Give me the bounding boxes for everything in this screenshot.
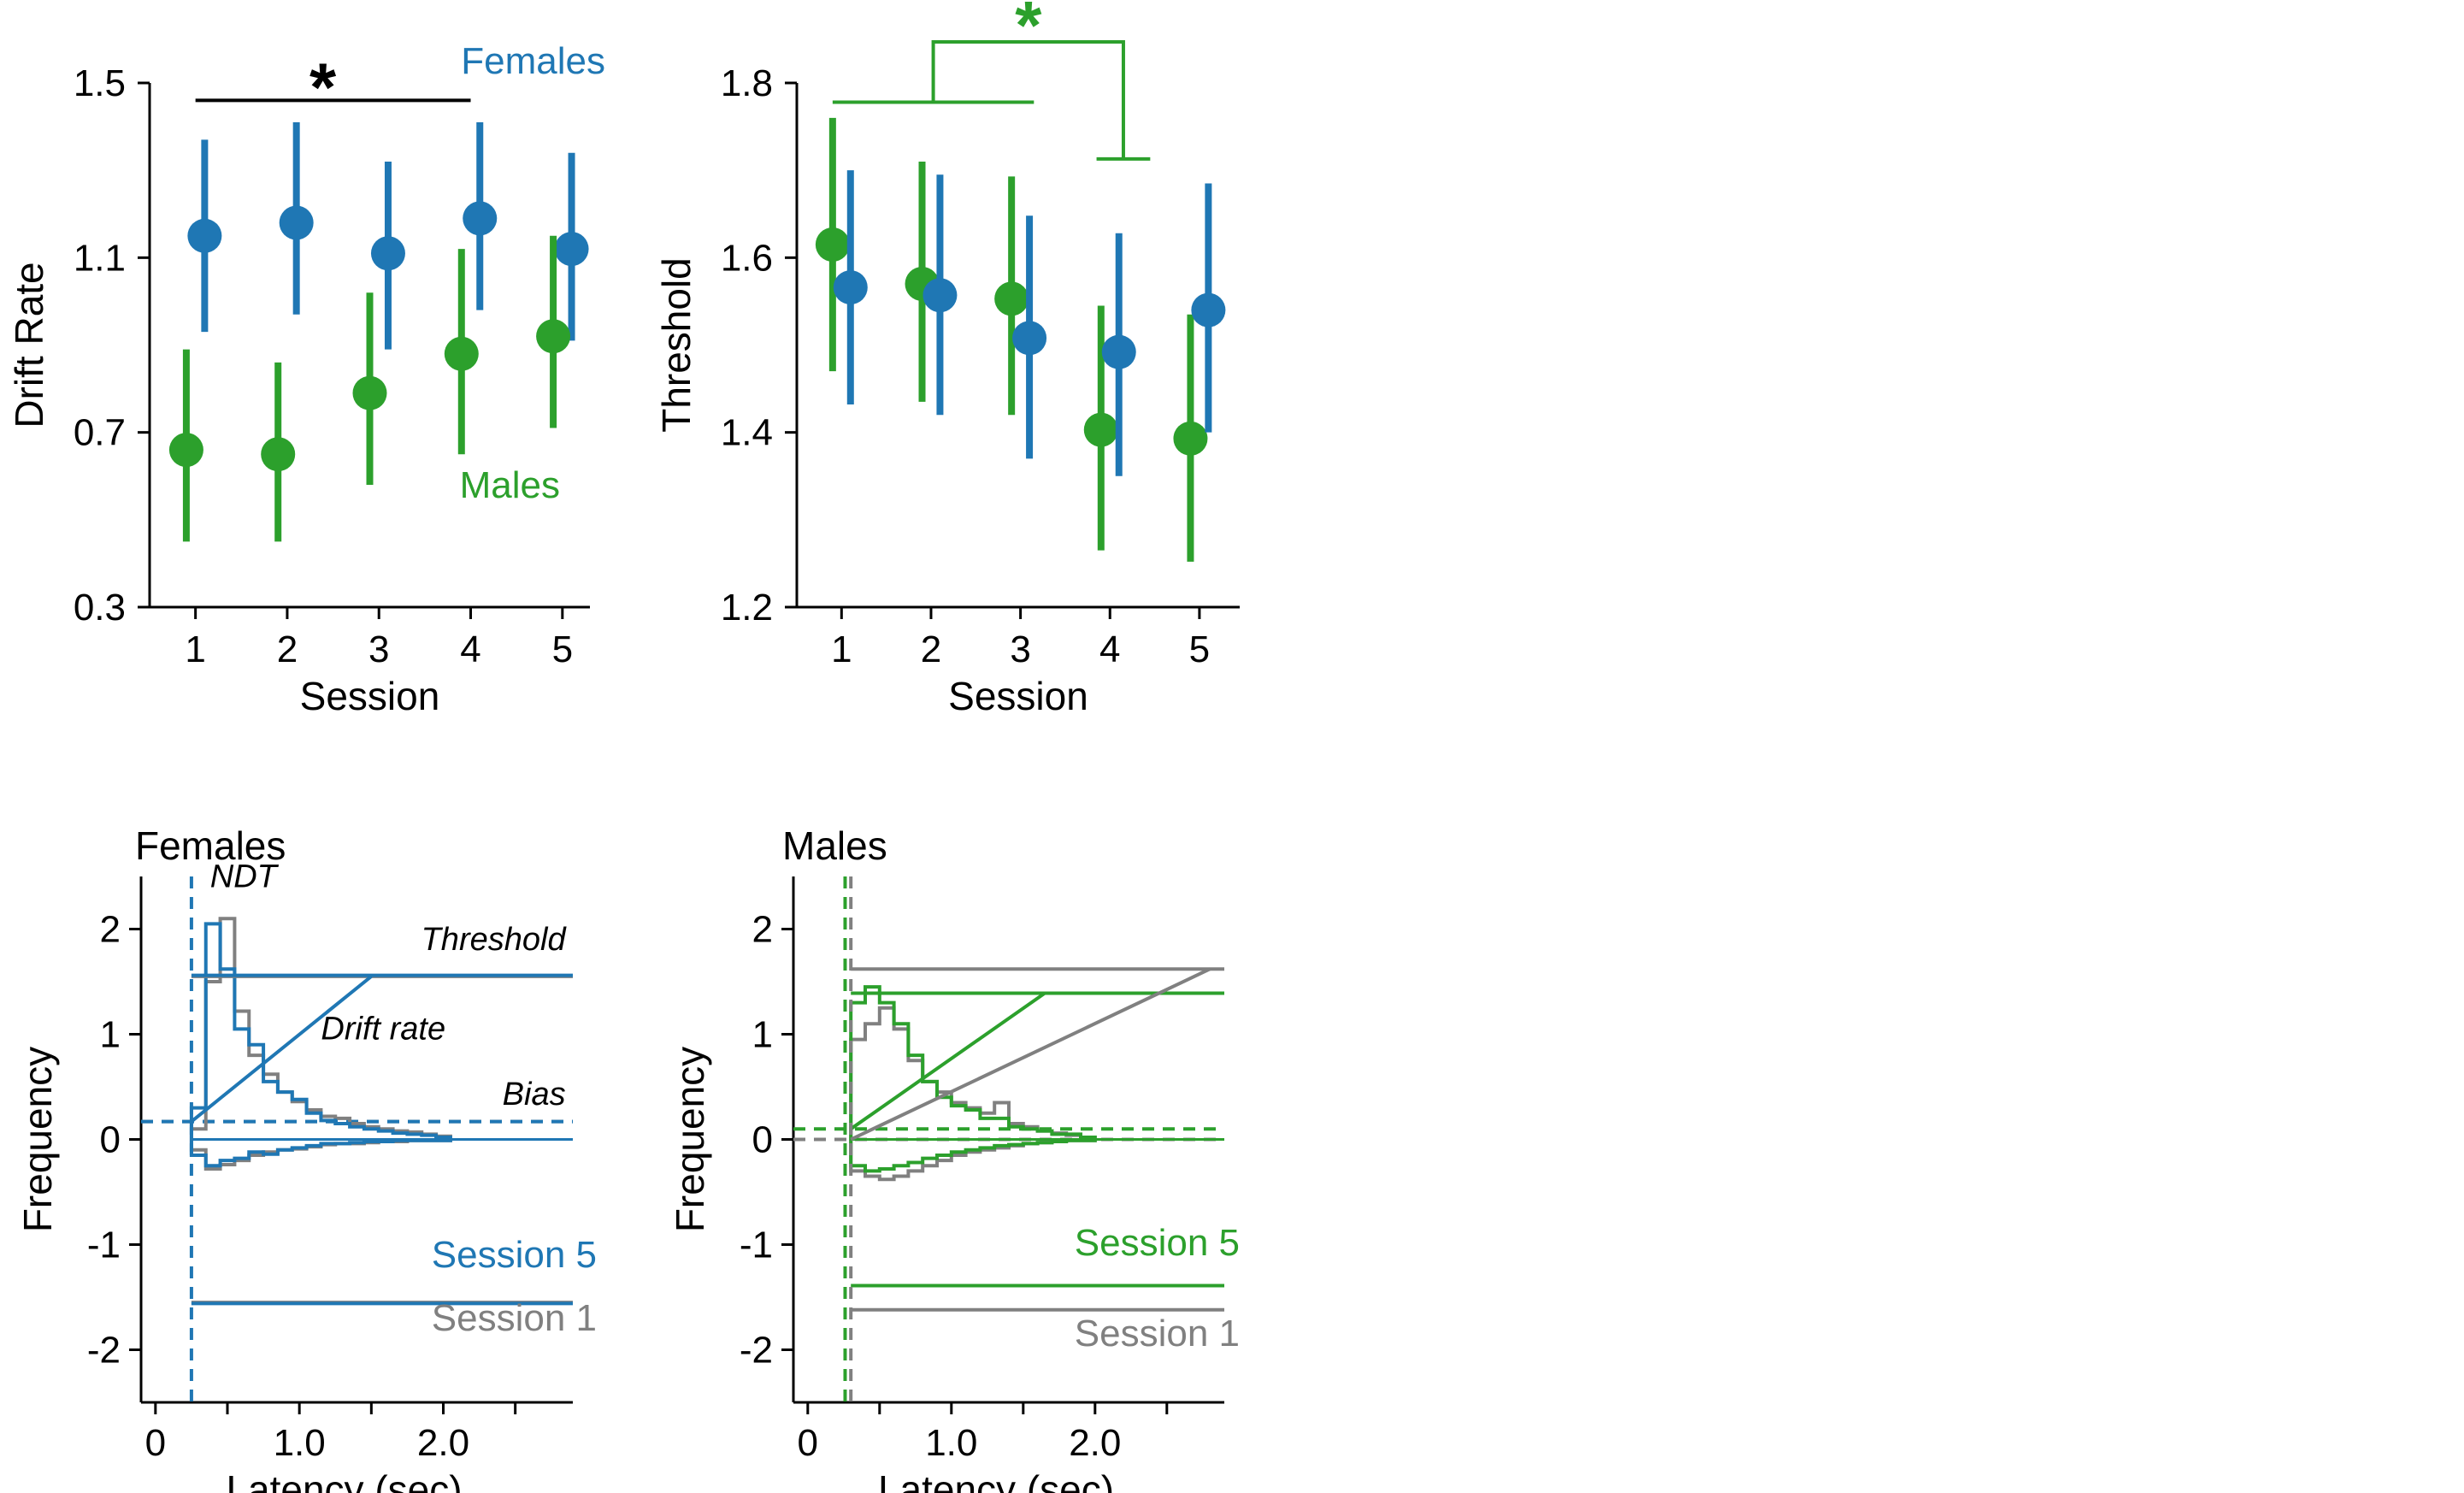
x-tick-label: 2	[277, 628, 298, 670]
x-tick-label: 1.0	[925, 1422, 977, 1464]
y-tick-label: -2	[740, 1330, 773, 1372]
series-males	[168, 235, 571, 542]
significance-bracket: *	[832, 0, 1151, 161]
data-point	[554, 232, 589, 267]
threshold-panel: 1.2 1.4 1.6 1.8 1 2 3 4 5 Session Threshold *	[654, 0, 1240, 718]
y-tick-label: 1	[100, 1014, 121, 1056]
data-point	[833, 270, 868, 305]
x-axis-title: Session	[948, 674, 1088, 718]
data-point	[536, 319, 571, 354]
y-tick-label: -1	[87, 1224, 121, 1266]
y-tick-label: 1.2	[721, 587, 773, 628]
x-tick-label: 1.0	[274, 1422, 326, 1464]
histogram-upper	[849, 985, 1097, 1140]
drift-line	[190, 975, 373, 1124]
x-tick-label: 5	[1189, 628, 1210, 670]
data-point	[1173, 421, 1208, 456]
y-tick-label: -1	[740, 1224, 773, 1266]
x-tick-label: 4	[1099, 628, 1120, 670]
data-point	[168, 433, 203, 468]
legend-session-1: Session 1	[432, 1297, 597, 1339]
y-tick-label: 1.4	[721, 412, 773, 454]
y-tick-label: 0	[752, 1119, 773, 1161]
significance-star: *	[1015, 0, 1042, 63]
data-point	[1083, 412, 1118, 447]
x-axis-title: Latency (sec)	[878, 1467, 1114, 1493]
data-point	[352, 375, 387, 410]
drift-line	[850, 991, 1046, 1130]
histogram-lower	[849, 1138, 1097, 1173]
data-point	[444, 336, 479, 371]
legend-females: Females	[461, 40, 605, 82]
x-axis-title: Session	[300, 674, 440, 718]
x-tick-label: 3	[1010, 628, 1030, 670]
y-tick-label: 1.5	[74, 62, 126, 104]
data-point	[1012, 321, 1047, 356]
data-point	[923, 278, 958, 313]
legend-males: Males	[460, 464, 560, 506]
x-tick-label: 0	[145, 1422, 166, 1464]
y-tick-label: 0	[100, 1119, 121, 1161]
y-tick-label: -2	[87, 1330, 121, 1372]
y-tick-label: 1	[752, 1014, 773, 1056]
data-point	[463, 201, 498, 236]
legend-session-5: Session 5	[1075, 1222, 1240, 1264]
x-tick-label: 0	[798, 1422, 818, 1464]
y-tick-label: 0.7	[74, 412, 126, 454]
significance-star: *	[309, 49, 337, 125]
annotation: Threshold	[421, 922, 568, 958]
females-ddm-panel: -2 -1 0 1 2 0 1.0 2.0 Latency (sec) Frequency Fema…	[15, 823, 597, 1493]
data-point	[1101, 334, 1136, 369]
series-females	[187, 121, 589, 350]
data-point	[815, 227, 850, 263]
y-tick-label: 0.3	[74, 587, 126, 628]
panel-title: Males	[782, 823, 887, 868]
histogram-lower	[189, 1138, 452, 1168]
y-tick-label: 1.8	[721, 62, 773, 104]
y-tick-label: 1.1	[74, 237, 126, 279]
x-tick-label: 2.0	[417, 1422, 469, 1464]
x-tick-label: 2.0	[1069, 1422, 1121, 1464]
x-axis-title: Latency (sec)	[226, 1467, 462, 1493]
data-point	[994, 281, 1029, 316]
y-axis-title: Frequency	[668, 1047, 712, 1232]
bracket-connector	[931, 39, 1125, 159]
x-tick-label: 1	[831, 628, 852, 670]
x-tick-label: 4	[460, 628, 480, 670]
y-axis-title: Drift Rate	[7, 262, 51, 428]
y-tick-label: 2	[752, 909, 773, 951]
legend-session-5: Session 5	[432, 1234, 597, 1276]
y-axis-title: Threshold	[654, 257, 699, 433]
x-tick-label: 1	[185, 628, 205, 670]
series-females	[833, 170, 1226, 476]
drift-rate-panel: 0.3 0.7 1.1 1.5 1 2 3 4 5 Session Drift Rate Female…	[7, 40, 605, 718]
y-tick-label: 1.6	[721, 237, 773, 279]
data-point	[261, 437, 296, 472]
annotation: NDT	[210, 859, 280, 894]
data-point	[1191, 292, 1226, 328]
annotation: Bias	[503, 1077, 566, 1112]
histogram-upper	[189, 922, 452, 1140]
x-tick-label: 3	[368, 628, 389, 670]
panel-title: Females	[135, 823, 286, 868]
drift-line	[850, 967, 1211, 1142]
series-males	[815, 117, 1208, 562]
y-axis-title: Frequency	[15, 1047, 60, 1232]
x-tick-label: 5	[552, 628, 573, 670]
data-point	[370, 236, 405, 271]
x-tick-label: 2	[921, 628, 941, 670]
y-tick-label: 2	[100, 909, 121, 951]
data-point	[279, 205, 314, 240]
data-point	[187, 218, 222, 253]
males-ddm-panel: -2 -1 0 1 2 0 1.0 2.0 Latency (sec) Frequency Male…	[668, 823, 1240, 1493]
legend-session-1: Session 1	[1075, 1313, 1240, 1354]
annotation: Drift rate	[321, 1012, 445, 1047]
